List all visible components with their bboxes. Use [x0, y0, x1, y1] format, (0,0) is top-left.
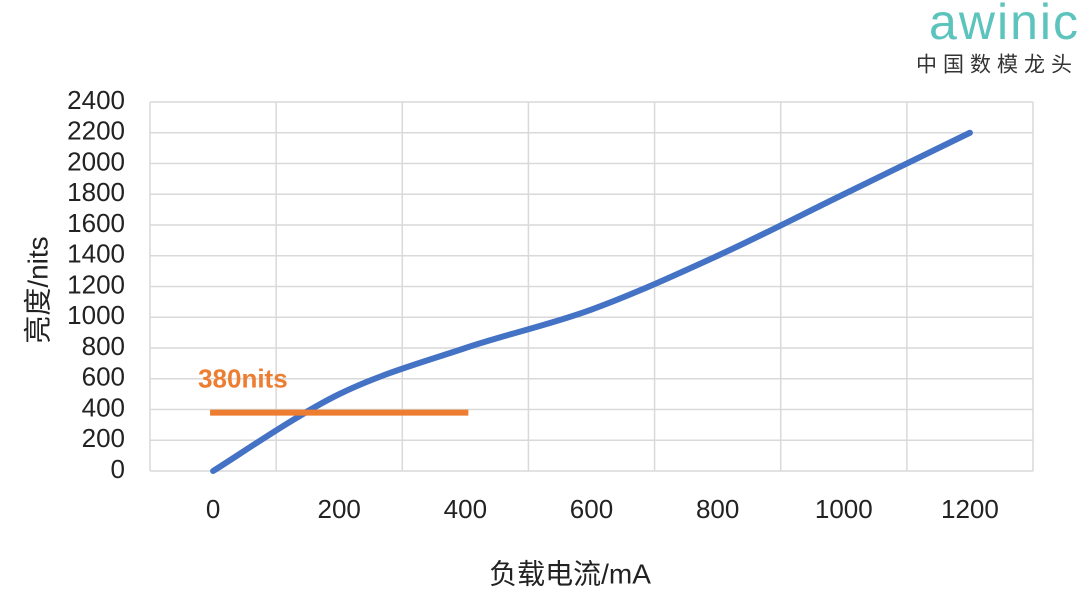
x-axis-label: 负载电流/mA	[489, 558, 651, 589]
y-axis-label: 亮度/nits	[22, 236, 53, 343]
x-tick-label: 0	[206, 494, 220, 524]
y-tick-label: 200	[82, 423, 125, 453]
y-tick-label: 2000	[67, 146, 125, 176]
y-tick-label: 2400	[67, 85, 125, 115]
reference-label: 380nits	[198, 363, 288, 393]
y-tick-label: 1000	[67, 300, 125, 330]
y-tick-label: 600	[82, 362, 125, 392]
y-tick-label: 800	[82, 331, 125, 361]
x-tick-label: 400	[444, 494, 487, 524]
x-tick-label: 200	[318, 494, 361, 524]
y-tick-label: 2200	[67, 116, 125, 146]
x-tick-label: 1200	[941, 494, 999, 524]
y-tick-label: 400	[82, 392, 125, 422]
y-tick-label: 1800	[67, 177, 125, 207]
logo-brand: awinic	[929, 0, 1080, 50]
x-tick-label: 600	[570, 494, 613, 524]
y-tick-label: 0	[111, 454, 125, 484]
x-tick-label: 800	[696, 494, 739, 524]
x-tick-label: 1000	[815, 494, 873, 524]
y-tick-label: 1400	[67, 239, 125, 269]
y-tick-label: 1600	[67, 208, 125, 238]
data-line	[210, 129, 973, 474]
logo-tagline: 中国数模龙头	[916, 54, 1078, 77]
y-tick-label: 1200	[67, 269, 125, 299]
